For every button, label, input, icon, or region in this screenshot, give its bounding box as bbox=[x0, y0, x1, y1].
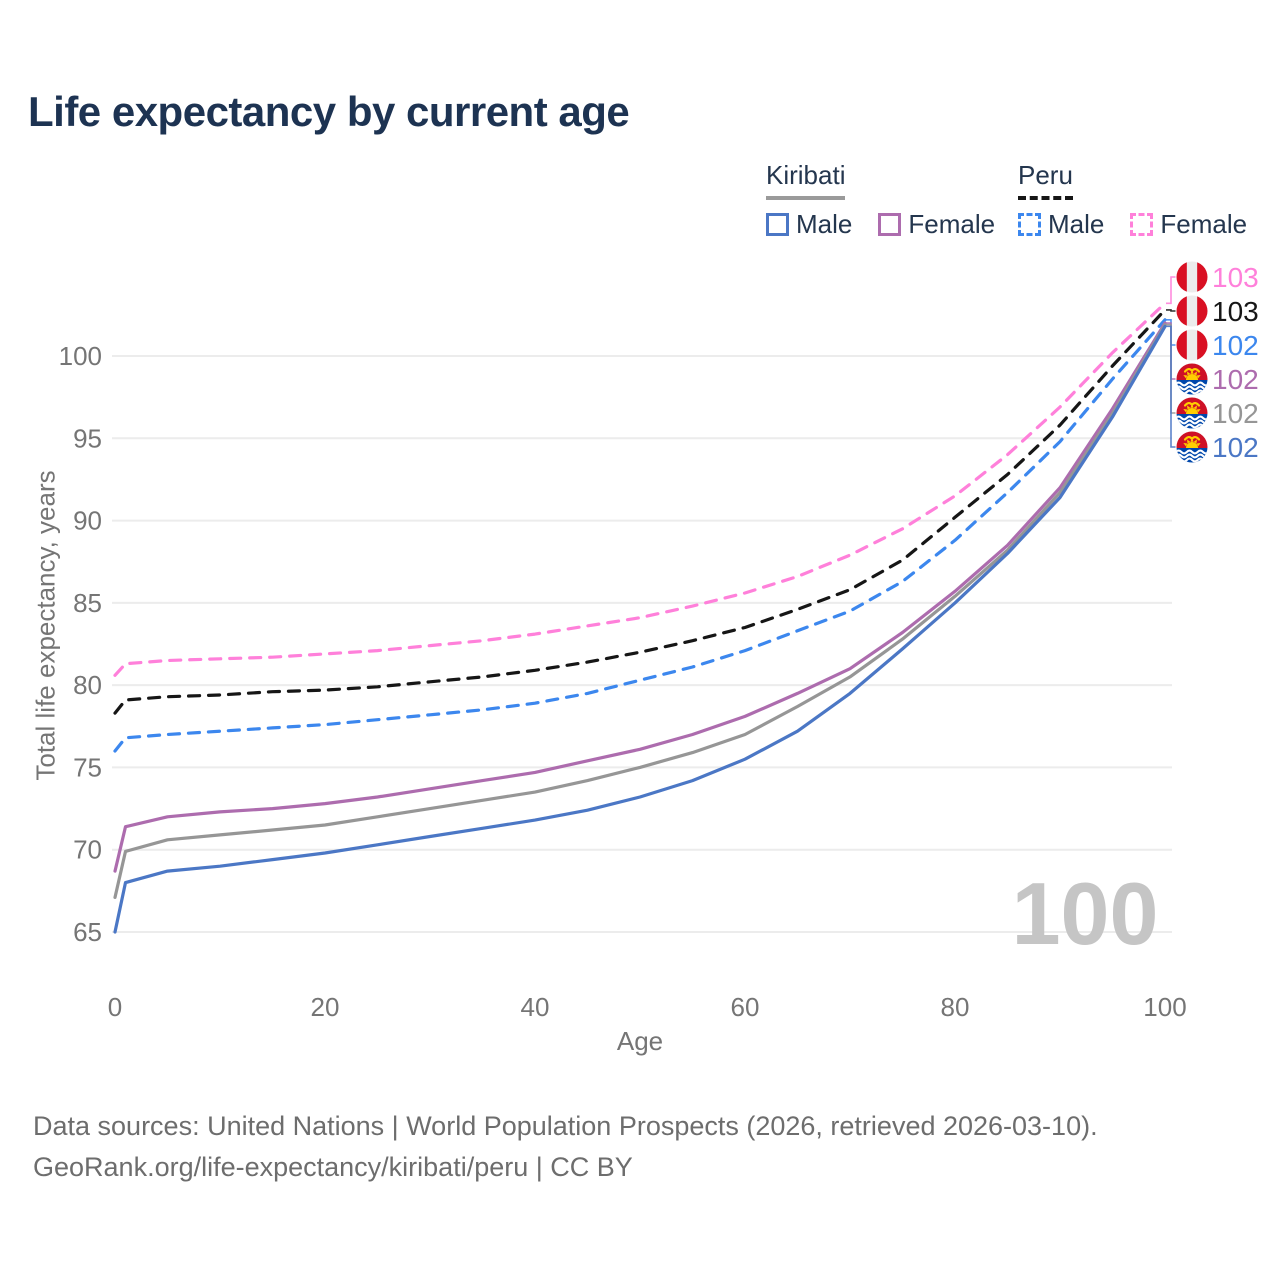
legend-group-kiribati: Kiribati Male Female bbox=[766, 160, 995, 240]
kiribati-flag-icon bbox=[1176, 397, 1208, 429]
x-tick-label: 40 bbox=[521, 992, 550, 1022]
x-tick-label: 100 bbox=[1143, 992, 1186, 1022]
frigatebird-glyph bbox=[1183, 401, 1201, 407]
series-line-peru-total bbox=[113, 308, 1167, 715]
x-tick-label: 80 bbox=[941, 992, 970, 1022]
legend-country-peru: Peru bbox=[1018, 160, 1073, 200]
end-label-kiribati-male: 102 bbox=[1212, 432, 1259, 463]
y-tick-label: 85 bbox=[73, 588, 102, 618]
series-line-kiribati-male bbox=[113, 324, 1167, 934]
x-axis-title: Age bbox=[616, 1026, 664, 1056]
peru-flag-icon bbox=[1176, 295, 1208, 327]
series-line-peru-male bbox=[113, 318, 1167, 753]
kiribati-male-swatch-icon bbox=[766, 213, 789, 236]
end-label-connector bbox=[1166, 325, 1176, 448]
x-tick-label: 20 bbox=[311, 992, 340, 1022]
legend-item-label: Male bbox=[1048, 209, 1105, 239]
frigatebird-glyph bbox=[1183, 367, 1201, 373]
series-line-kiribati-total bbox=[113, 323, 1167, 899]
legend-item-label: Female bbox=[1160, 209, 1248, 239]
y-tick-label: 75 bbox=[73, 752, 102, 782]
peru-female-swatch-icon bbox=[1130, 213, 1154, 236]
footer-attribution: GeoRank.org/life-expectancy/kiribati/per… bbox=[33, 1152, 633, 1182]
y-axis-title: Total life expectancy, years bbox=[30, 470, 61, 781]
series-line-peru-female bbox=[113, 301, 1167, 677]
y-tick-label: 70 bbox=[73, 835, 102, 865]
legend-item-label: Male bbox=[796, 209, 853, 239]
end-label-peru-total: 103 bbox=[1212, 296, 1259, 327]
footer: Data sources: United Nations | World Pop… bbox=[33, 1106, 1098, 1188]
peru-flag-icon bbox=[1176, 329, 1208, 361]
legend-item-kiribati-female[interactable]: Female bbox=[878, 209, 995, 240]
legend-item-peru-male[interactable]: Male bbox=[1018, 209, 1104, 240]
end-label-peru-female: 103 bbox=[1212, 262, 1259, 293]
end-label-connector bbox=[1166, 276, 1176, 305]
end-label-kiribati-female: 102 bbox=[1212, 364, 1259, 395]
y-tick-label: 100 bbox=[59, 341, 102, 371]
end-label-kiribati-total: 102 bbox=[1212, 398, 1259, 429]
frigatebird-glyph bbox=[1183, 435, 1201, 441]
legend-group-peru: Peru Male Female bbox=[1018, 160, 1247, 240]
page-title: Life expectancy by current age bbox=[28, 88, 630, 135]
footer-data-sources: Data sources: United Nations | World Pop… bbox=[33, 1111, 1098, 1141]
watermark-age-100: 100 bbox=[1012, 864, 1159, 963]
kiribati-flag-icon bbox=[1176, 431, 1208, 463]
series-line-kiribati-female bbox=[113, 321, 1167, 873]
peru-flag-icon bbox=[1176, 261, 1208, 293]
legend-item-peru-female[interactable]: Female bbox=[1130, 209, 1247, 240]
y-tick-label: 95 bbox=[73, 423, 102, 453]
peru-male-swatch-icon bbox=[1018, 213, 1041, 236]
x-tick-label: 60 bbox=[731, 992, 760, 1022]
kiribati-female-swatch-icon bbox=[878, 213, 902, 236]
x-tick-label: 0 bbox=[108, 992, 122, 1022]
y-tick-label: 80 bbox=[73, 670, 102, 700]
kiribati-flag-icon bbox=[1176, 363, 1208, 395]
legend-country-kiribati: Kiribati bbox=[766, 160, 846, 200]
end-label-peru-male: 102 bbox=[1212, 330, 1259, 361]
y-tick-label: 90 bbox=[73, 506, 102, 536]
y-tick-label: 65 bbox=[73, 917, 102, 947]
legend-item-kiribati-male[interactable]: Male bbox=[766, 209, 852, 240]
legend-item-label: Female bbox=[908, 209, 996, 239]
end-label-connector bbox=[1166, 309, 1176, 312]
